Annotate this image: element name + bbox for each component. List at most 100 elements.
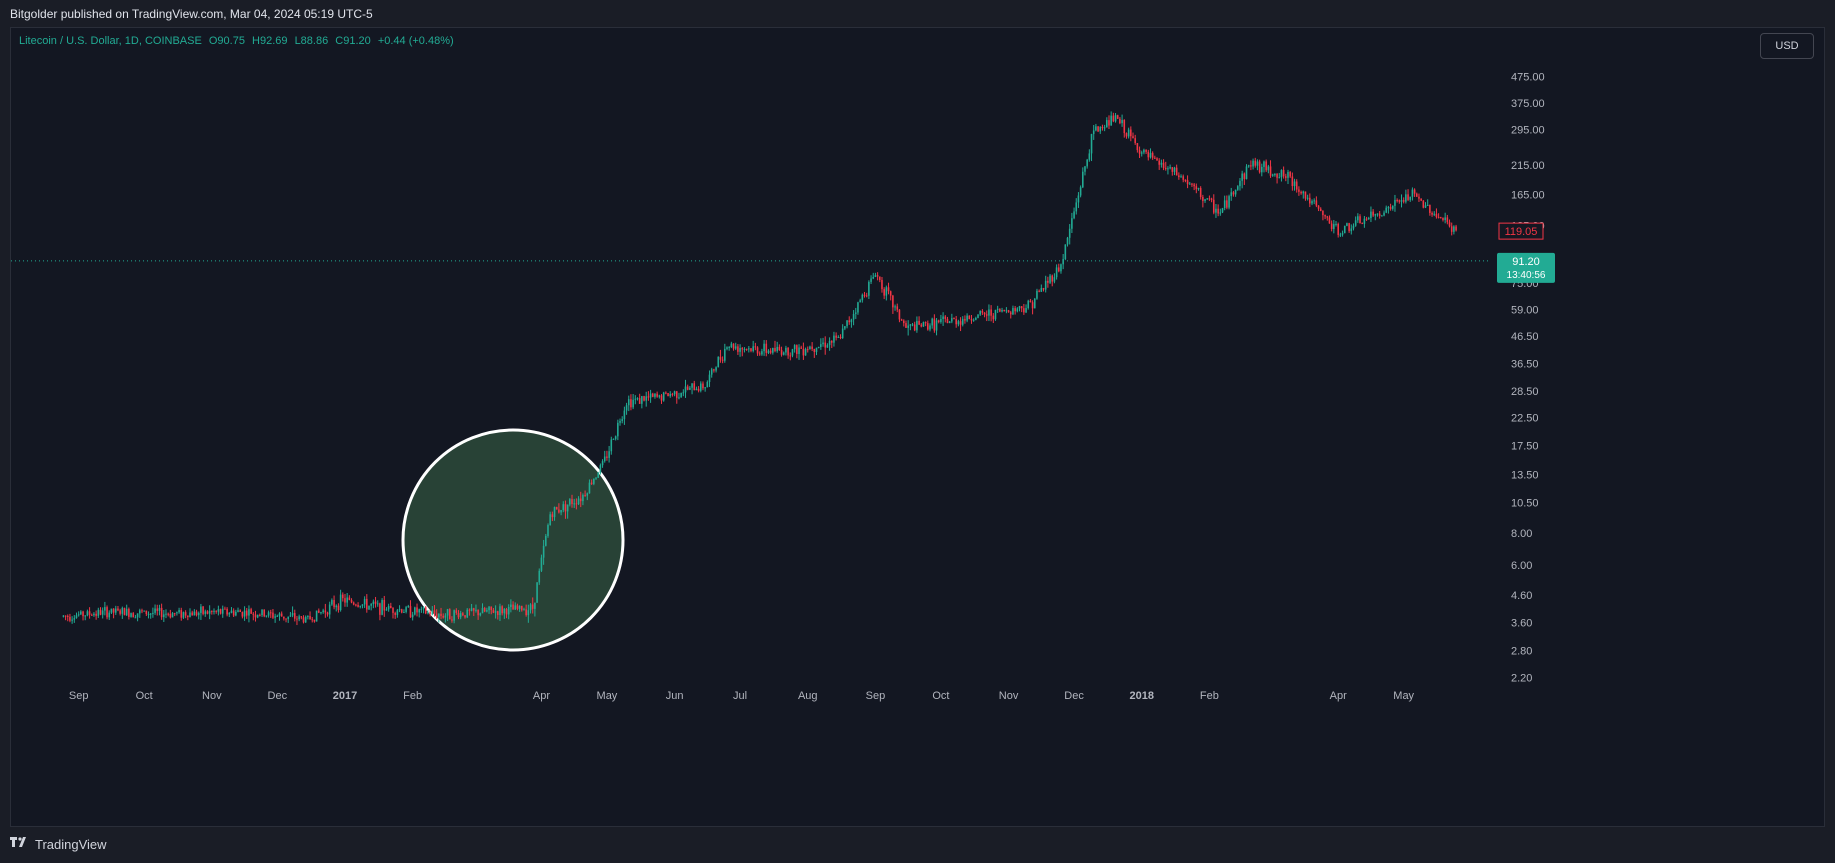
candle-body — [990, 309, 992, 316]
candle-body — [311, 619, 314, 621]
candle-body — [911, 324, 914, 326]
candle-body — [169, 613, 172, 618]
x-tick-label: Jun — [666, 690, 684, 702]
candle-body — [772, 348, 774, 353]
candle-body — [324, 610, 327, 613]
candle-body — [1245, 166, 1248, 180]
candle-body — [1409, 196, 1412, 200]
candle-body — [348, 597, 351, 600]
candle-body — [1407, 194, 1409, 200]
candle-body — [422, 607, 425, 609]
candle-body — [704, 387, 706, 389]
candle-body — [1247, 165, 1250, 167]
candle-body — [671, 393, 674, 395]
candle-body — [883, 289, 885, 296]
x-tick-label: Feb — [403, 690, 422, 702]
candle-body — [953, 318, 955, 320]
candle-body — [252, 613, 255, 615]
candle-body — [1335, 223, 1337, 225]
candle-body — [745, 348, 748, 350]
candle-body — [1197, 188, 1200, 190]
candle-body — [726, 347, 728, 349]
candle-body — [791, 349, 794, 356]
candle-body — [1317, 205, 1320, 209]
candle-body — [586, 493, 589, 496]
candle-body — [643, 396, 645, 401]
candle-body — [741, 348, 744, 350]
countdown-text: 13:40:56 — [1507, 270, 1546, 281]
candle-body — [1298, 189, 1300, 192]
candle-body — [320, 612, 322, 614]
candle-body — [503, 608, 506, 614]
candle-body — [1106, 120, 1108, 128]
tradingview-logo-icon — [10, 837, 30, 852]
candle-body — [782, 352, 785, 355]
candle-body — [1378, 213, 1381, 216]
candle-body — [800, 347, 803, 349]
candle-body — [1210, 198, 1213, 200]
candle-body — [571, 499, 573, 504]
candle-body — [307, 616, 309, 618]
candle-body — [1228, 196, 1230, 208]
candle-body — [241, 612, 244, 617]
x-tick-label: 2017 — [333, 690, 357, 702]
candle-body — [817, 347, 820, 349]
candle-body — [475, 609, 477, 611]
candle-body — [1431, 212, 1433, 215]
currency-button[interactable]: USD — [1760, 33, 1814, 59]
candle-body — [922, 322, 925, 327]
candle-body — [824, 342, 827, 348]
candle-body — [132, 613, 135, 618]
candle-body — [1005, 310, 1008, 312]
candle-body — [158, 607, 161, 611]
candle-body — [213, 610, 215, 612]
candle-body — [1138, 150, 1141, 154]
candle-body — [970, 319, 973, 321]
candle-body — [278, 613, 281, 616]
candle-body — [97, 609, 100, 616]
candle-body — [1265, 161, 1267, 171]
candle-body — [136, 613, 139, 618]
candle-body — [235, 611, 237, 616]
candle-body — [1293, 181, 1296, 187]
candle-body — [1145, 149, 1147, 152]
candle-body — [1274, 174, 1276, 176]
candlestick-chart[interactable]: 475.00375.00295.00215.00165.00125.0095.0… — [11, 28, 1825, 827]
candle-body — [1001, 309, 1003, 312]
candle-body — [964, 318, 966, 321]
candle-body — [913, 324, 916, 331]
candle-body — [248, 609, 250, 616]
candle-body — [483, 607, 486, 612]
candle-body — [1370, 211, 1372, 218]
candle-body — [564, 504, 567, 512]
y-tick-label: 375.00 — [1511, 98, 1545, 110]
candle-body — [669, 393, 672, 397]
candle-body — [562, 504, 565, 510]
candle-body — [1127, 129, 1130, 137]
candle-body — [119, 610, 121, 614]
candle-body — [1352, 225, 1355, 229]
candle-body — [1195, 186, 1198, 190]
candle-body — [715, 367, 717, 371]
candle-body — [1439, 217, 1442, 219]
chart-panel[interactable]: 475.00375.00295.00215.00165.00125.0095.0… — [10, 27, 1825, 827]
candle-body — [1206, 198, 1209, 200]
candle-body — [1418, 196, 1420, 199]
x-tick-label: May — [1393, 690, 1414, 702]
candle-body — [651, 393, 654, 397]
candle-body — [920, 324, 923, 327]
candle-body — [1031, 302, 1034, 309]
candle-body — [217, 609, 220, 612]
candle-body — [1387, 207, 1390, 209]
footer-brand[interactable]: TradingView — [10, 837, 107, 852]
candle-body — [1130, 129, 1132, 137]
candle-body — [933, 318, 936, 331]
candle-body — [1049, 275, 1051, 283]
candle-body — [1132, 136, 1134, 139]
candle-body — [1025, 308, 1027, 313]
candle-body — [931, 318, 933, 326]
x-tick-label: Sep — [69, 690, 89, 702]
candle-body — [1071, 218, 1073, 229]
candle-body — [293, 613, 296, 619]
candle-body — [333, 600, 335, 608]
